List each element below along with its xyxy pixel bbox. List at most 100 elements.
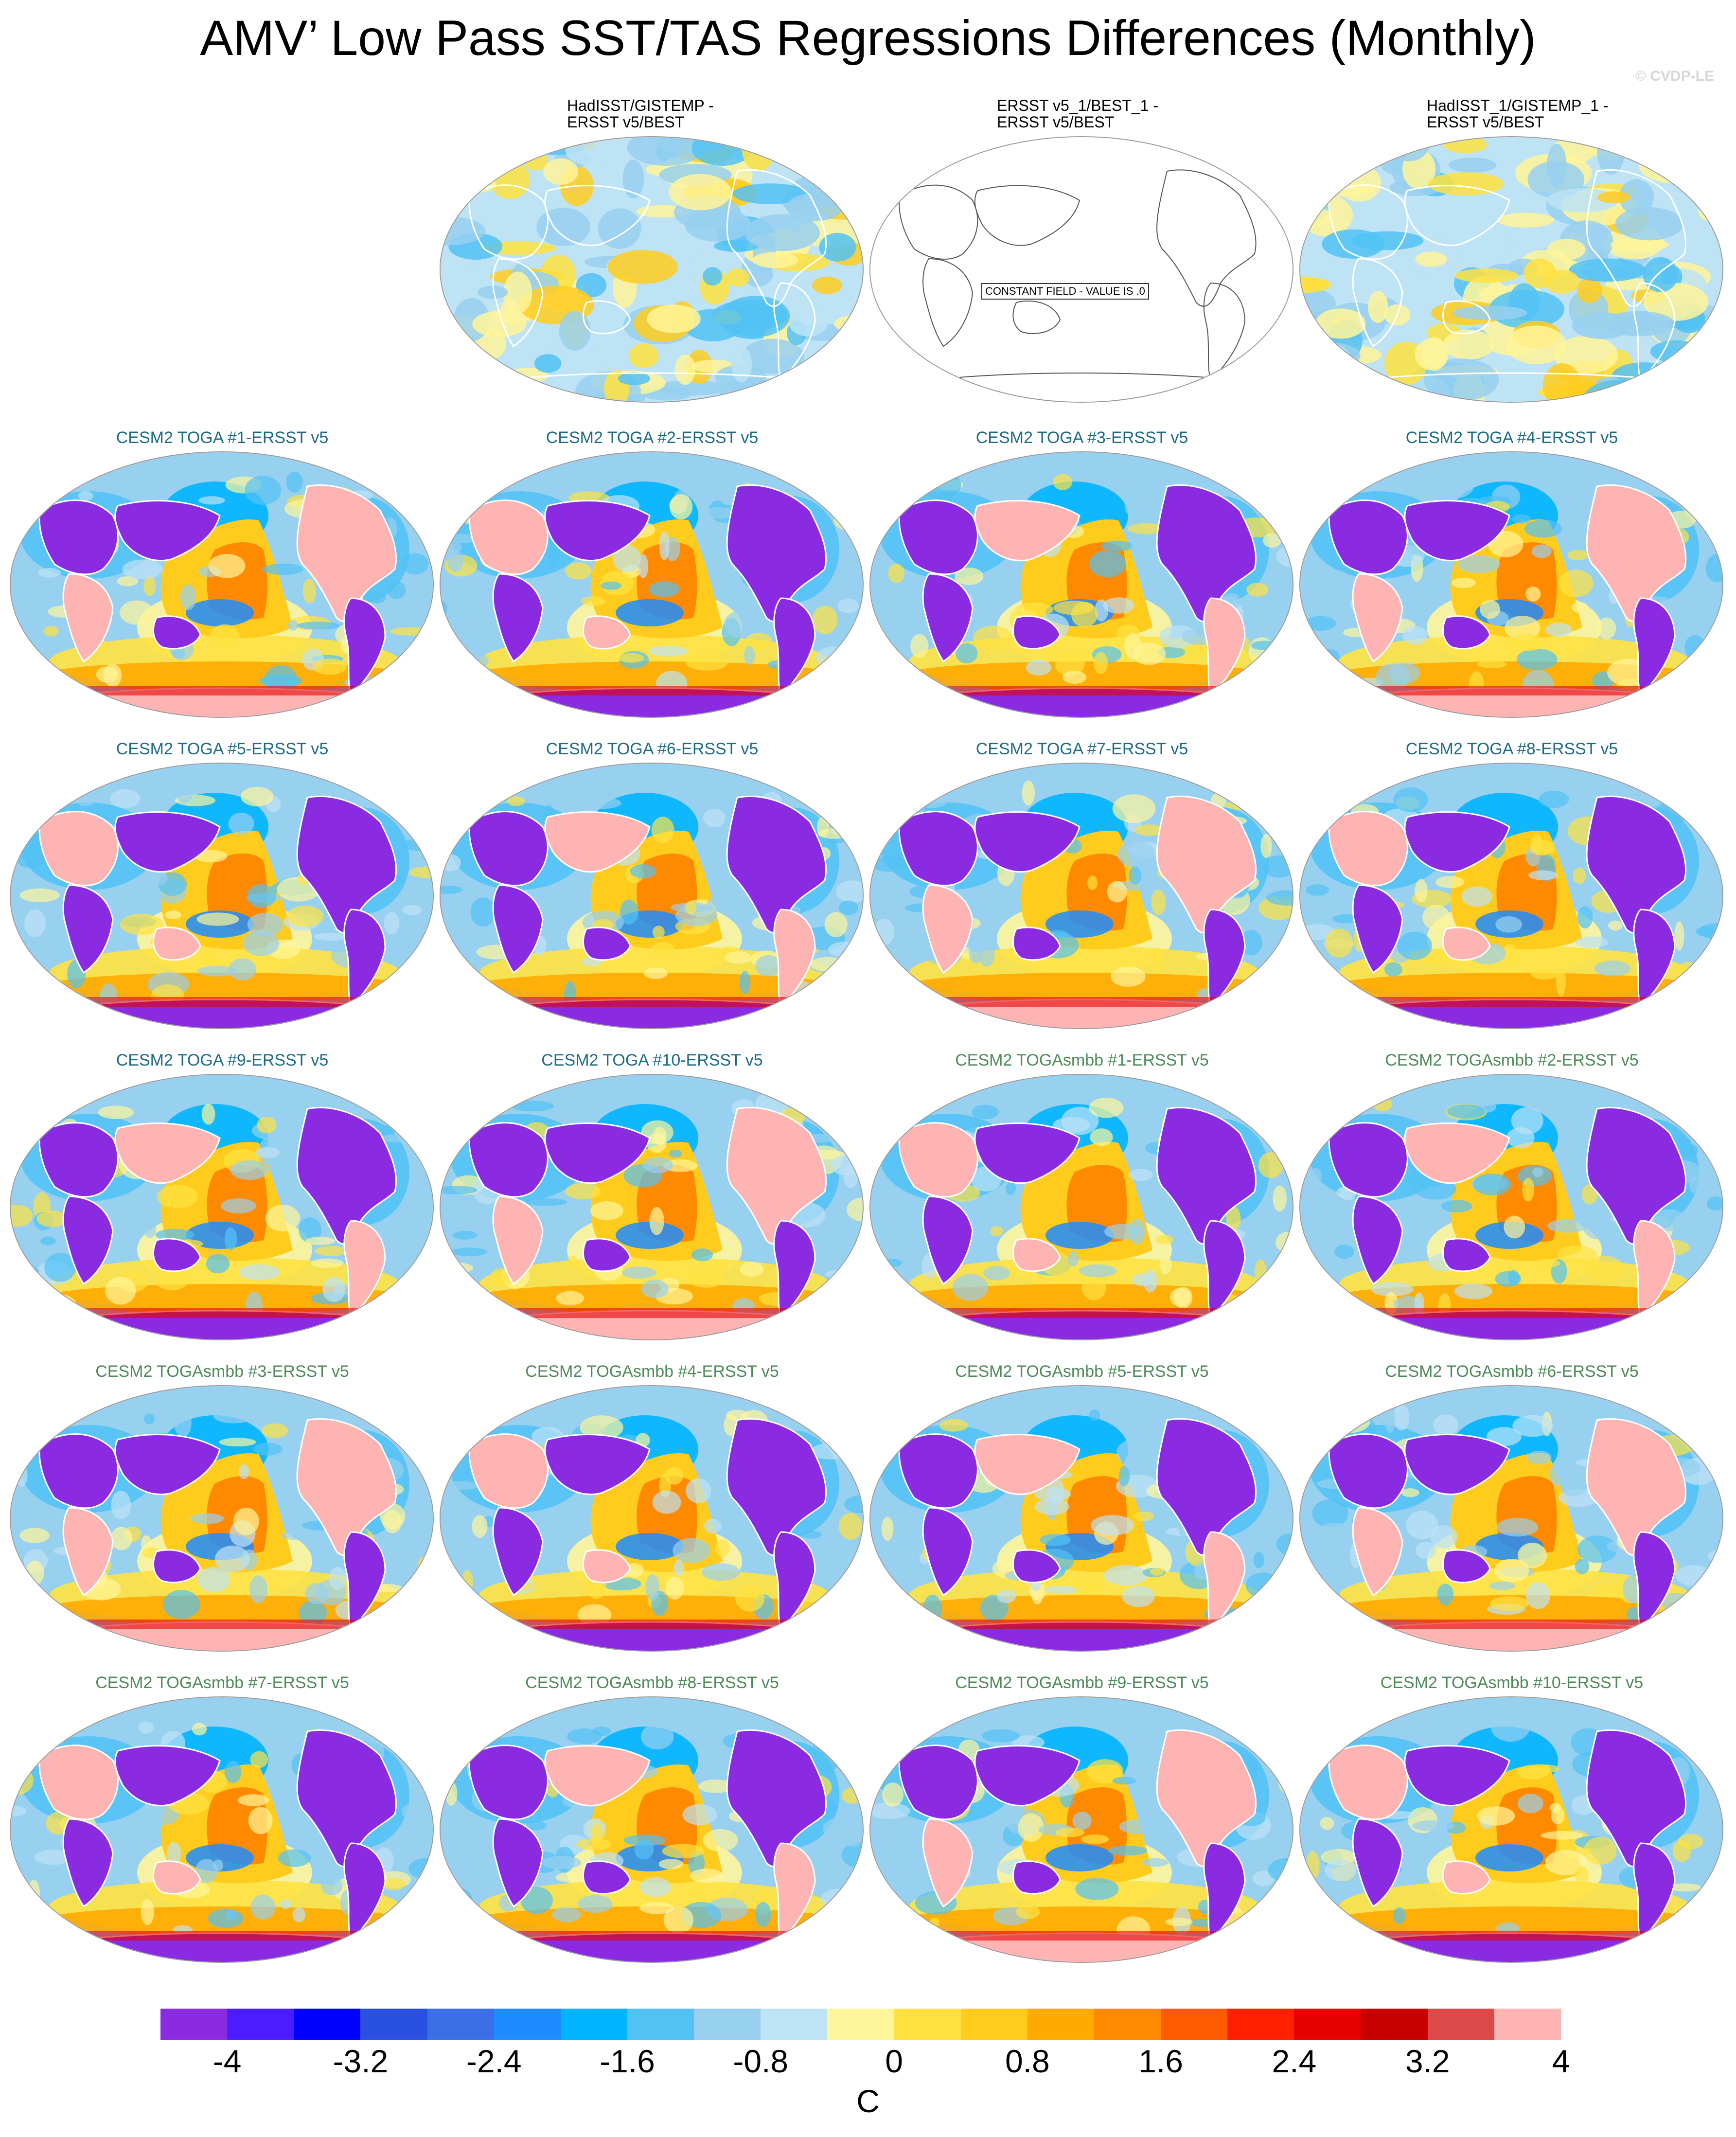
field-blob [675,905,717,926]
field-blob [755,1902,771,1927]
land-3 [492,1818,544,1908]
field-blob [197,965,237,977]
field-blob [1675,1565,1712,1586]
panel-title: CESM2 TOGAsmbb #7-ERSST v5 [95,1674,349,1692]
field-blob [1415,879,1428,903]
field-blob [630,864,656,879]
field-blob [1108,1845,1148,1856]
field-blob [186,1222,254,1249]
panel-title: CESM2 TOGA #8-ERSST v5 [1405,740,1618,758]
land-1 [773,597,816,697]
field-blob [903,980,914,999]
land-0 [726,1418,827,1556]
land-1 [343,908,386,1008]
field-blob [1496,1518,1539,1537]
field-blob [682,1804,717,1825]
field-blob [579,797,621,809]
field-blob [1325,928,1353,958]
land-0 [1586,1729,1687,1868]
field-blob [490,137,522,172]
field-blob [120,600,154,625]
field-blob [1401,1488,1419,1497]
land-1 [1633,1531,1676,1631]
field-blob [1506,325,1567,364]
land-3 [1352,1507,1403,1597]
land-0 [726,484,827,623]
field-blob [1278,816,1293,825]
field-blob [1255,1435,1267,1449]
field-blob [627,137,705,166]
southern-ocean-band [1349,1620,1680,1629]
field-blob [19,1528,50,1543]
field-blob [786,193,843,221]
field-blob [197,1567,230,1593]
land-5 [152,1238,201,1272]
field-blob [1372,1097,1393,1111]
field-blob [674,355,696,385]
field-blob [143,1221,156,1238]
field-blob [870,1591,887,1610]
land-2 [468,1745,549,1820]
field-blob [816,646,851,668]
land-2 [468,1433,549,1509]
field-blob [1695,1237,1718,1260]
field-blob [1089,1097,1124,1118]
field-blob [1306,884,1329,896]
field-blob [34,1850,72,1865]
field-blob [1506,1127,1535,1148]
land-4 [114,500,221,562]
field-blob [311,1258,344,1268]
world-map [869,763,1293,1029]
land-5 [1012,1549,1061,1584]
land-4 [1404,1745,1510,1807]
field-blob [565,562,592,580]
field-blob [715,1539,730,1557]
field-blob [665,1467,683,1485]
field-blob [1698,1101,1722,1120]
coastline-3 [922,258,974,347]
field-blob [923,1595,942,1623]
field-blob [1119,1819,1157,1834]
colorbar-swatch [1361,2009,1428,2040]
field-blob [870,1282,888,1301]
southern-ocean-band [59,1620,390,1629]
field-blob [1155,1234,1174,1245]
colorbar-swatch [160,2009,228,2040]
land-1 [343,597,386,697]
field-blob [1045,1222,1114,1249]
field-blob [1165,1918,1193,1926]
coastline-4 [1404,185,1510,247]
field-blob [1423,358,1499,401]
field-blob [176,783,193,802]
field-blob [1683,1903,1722,1912]
field-blob [381,1878,406,1890]
field-blob [1300,155,1342,182]
field-blob [1619,179,1654,215]
southern-ocean-band [919,1620,1250,1629]
land-0 [296,1418,397,1556]
field-blob [1104,1565,1148,1586]
field-blob [870,856,907,872]
field-blob [795,151,828,168]
southern-ocean-band [919,1308,1250,1318]
field-blob [1016,1905,1040,1920]
field-blob [983,1266,1010,1281]
field-blob [939,1419,968,1432]
field-blob [221,1198,256,1213]
field-blob [1610,237,1669,252]
field-blob [1549,1462,1566,1486]
coastline-2 [1328,184,1408,260]
field-blob [155,1268,189,1291]
field-blob [651,817,674,843]
land-3 [492,884,544,974]
field-blob [668,1149,683,1158]
field-blob [1101,540,1134,552]
field-blob [1034,1487,1071,1501]
field-blob [1433,1414,1459,1436]
field-blob [1040,1533,1071,1546]
land-2 [468,811,549,887]
field-blob [1134,824,1165,836]
constant-field-label: CONSTANT FIELD - VALUE IS .0 [981,283,1149,300]
field-blob [1384,1406,1396,1433]
field-blob [1705,157,1722,196]
